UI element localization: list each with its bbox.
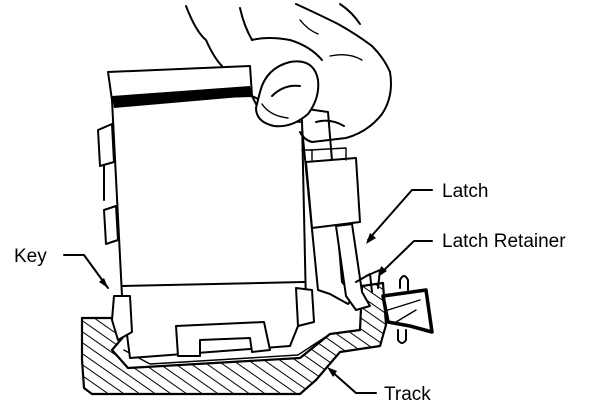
callout-latch-retainer: Latch Retainer bbox=[378, 231, 566, 277]
hand bbox=[185, 3, 392, 143]
callout-track: Track bbox=[327, 367, 431, 405]
screw-tip bbox=[399, 275, 409, 291]
callout-key: Key bbox=[14, 246, 109, 289]
screw-head bbox=[381, 288, 434, 334]
label-latch: Latch bbox=[442, 181, 488, 202]
label-latch-retainer: Latch Retainer bbox=[442, 231, 566, 252]
latch-assembly bbox=[299, 107, 381, 311]
label-key: Key bbox=[14, 246, 47, 267]
key bbox=[111, 295, 133, 341]
label-track: Track bbox=[384, 384, 431, 405]
module-band bbox=[112, 86, 252, 108]
track-body bbox=[80, 281, 388, 396]
callout-latch: Latch bbox=[366, 181, 488, 244]
latch-screw bbox=[381, 275, 434, 344]
module bbox=[97, 65, 315, 359]
